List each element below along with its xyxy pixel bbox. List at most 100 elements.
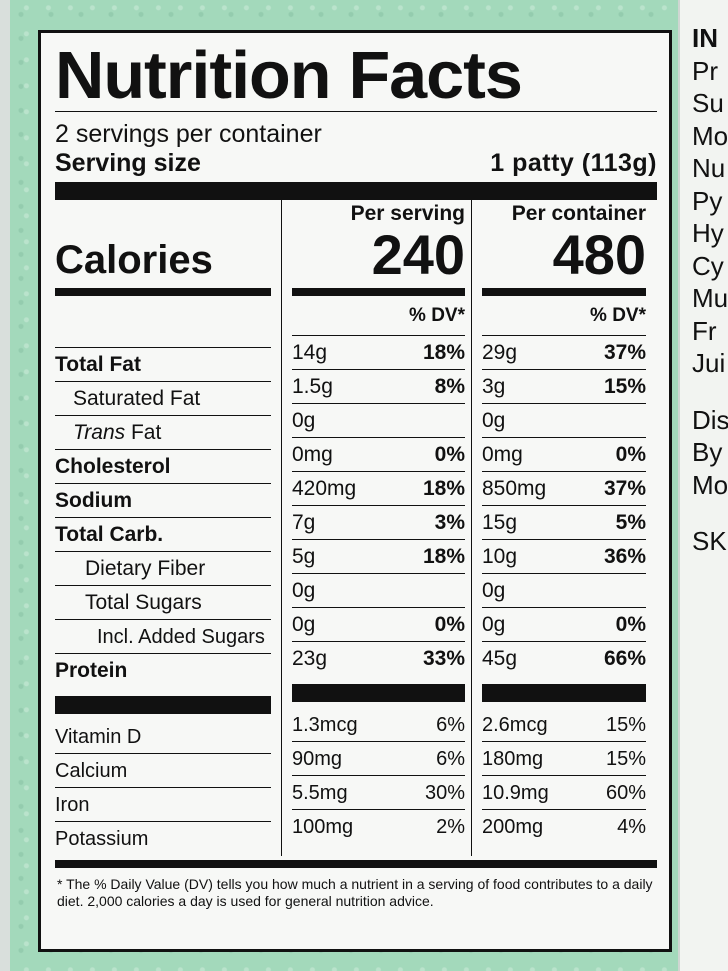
- nutrient-row-name: Saturated Fat: [55, 382, 271, 416]
- amount: 0g: [292, 579, 316, 602]
- nutrient-row-name: Incl. Added Sugars: [55, 620, 271, 654]
- calories-rule: [55, 288, 271, 296]
- ingredients-line: Hy: [692, 218, 724, 248]
- footer-divider: [55, 860, 657, 868]
- package-edge: [0, 0, 10, 971]
- daily-value: 0%: [434, 443, 465, 466]
- nutrient-name-added-sugars: Incl. Added Sugars: [97, 626, 265, 648]
- daily-value: 0%: [434, 613, 465, 636]
- daily-value: 2%: [436, 816, 465, 838]
- vitamin-row-container: 200mg 4%: [482, 810, 646, 844]
- nutrient-row-serving: 5g 18%: [292, 540, 465, 574]
- amount: 0g: [292, 613, 316, 636]
- daily-value: 0%: [615, 613, 646, 636]
- vitamin-row-serving: 1.3mcg 6%: [292, 708, 465, 742]
- nutrient-row-name: Sodium: [55, 484, 271, 518]
- heavy-divider: [55, 182, 657, 200]
- vitamin-separator: [292, 684, 465, 702]
- nutrient-name-total-carb: Total Carb.: [55, 523, 164, 546]
- amount: 5g: [292, 545, 316, 568]
- daily-value: 6%: [436, 748, 465, 770]
- serving-size-row: Serving size 1 patty (113g): [55, 148, 657, 182]
- ingredients-line: Pr: [692, 55, 718, 86]
- daily-value: 36%: [603, 545, 646, 568]
- daily-value: 33%: [422, 647, 465, 670]
- amount: 1.3mcg: [292, 714, 358, 736]
- trans-word: Trans: [73, 421, 126, 444]
- amount: 7g: [292, 511, 316, 534]
- ingredients-line: Jui: [692, 348, 726, 378]
- calories-label: Calories: [55, 238, 213, 282]
- per-serving-column: Per serving 240 % DV* 14g 18% 1.5g 8% 0g 0…: [281, 200, 471, 856]
- amount: 15g: [482, 511, 518, 534]
- calories-per-serving: 240: [371, 223, 465, 286]
- distributor-line: By: [692, 437, 723, 467]
- serving-size-label: Serving size: [55, 149, 201, 177]
- nutrient-row-serving: 0g 0%: [292, 608, 465, 642]
- daily-value: 15%: [605, 714, 646, 736]
- serving-size-value: 1 patty (113g): [490, 149, 657, 177]
- daily-value: 15%: [605, 748, 646, 770]
- ingredients-panel: IN Pr Su Mo Nu Py Hy Cy Mu Fr Jui Dis By…: [678, 0, 728, 971]
- vitamin-row-name: Vitamin D: [55, 720, 271, 754]
- ingredients-line: Su: [692, 88, 724, 118]
- dv-header: % DV*: [482, 296, 646, 336]
- amount: 5.5mg: [292, 782, 348, 804]
- daily-value: 18%: [422, 545, 465, 568]
- ingredients-line: Py: [692, 185, 723, 216]
- nutrient-row-name: Cholesterol: [55, 450, 271, 484]
- amount: 14g: [292, 341, 328, 364]
- sku-line: SK: [692, 526, 727, 556]
- vitamin-name-iron: Iron: [55, 794, 90, 816]
- amount: 3g: [482, 375, 506, 398]
- amount: 0g: [482, 613, 506, 636]
- nutrient-name-protein: Protein: [55, 659, 128, 682]
- nutrient-row-container: 29g 37%: [482, 336, 646, 370]
- nutrient-row-serving: 0g: [292, 574, 465, 608]
- vitamin-row-name: Calcium: [55, 754, 271, 788]
- daily-value: 37%: [603, 477, 646, 500]
- amount: 100mg: [292, 816, 354, 838]
- vitamin-row-container: 10.9mg 60%: [482, 776, 646, 810]
- vitamin-row-serving: 5.5mg 30%: [292, 776, 465, 810]
- amount: 10.9mg: [482, 782, 549, 804]
- vitamin-name-potassium: Potassium: [55, 828, 149, 850]
- amount: 420mg: [292, 477, 357, 500]
- nutrient-name-sodium: Sodium: [55, 489, 132, 512]
- daily-value: 15%: [603, 375, 646, 398]
- amount: 29g: [482, 341, 518, 364]
- daily-value: 66%: [603, 647, 646, 670]
- nutrient-row-container: 45g 66%: [482, 642, 646, 676]
- nutrient-row-container: 0g: [482, 404, 646, 438]
- nutrient-row-serving: 0g: [292, 404, 465, 438]
- amount: 1.5g: [292, 375, 333, 398]
- amount: 0mg: [482, 443, 523, 466]
- nutrient-names-column: Calories Total Fat Saturated Fat Trans F…: [55, 200, 281, 856]
- daily-value: 30%: [424, 782, 465, 804]
- nutrient-row-serving: 420mg 18%: [292, 472, 465, 506]
- per-container-column: Per container 480 % DV* 29g 37% 3g 15% 0g …: [471, 200, 646, 856]
- nutrient-row-container: 0mg 0%: [482, 438, 646, 472]
- per-serving-header: Per serving: [350, 202, 465, 225]
- daily-value: 18%: [422, 477, 465, 500]
- nutrient-row-serving: 7g 3%: [292, 506, 465, 540]
- amount: 200mg: [482, 816, 544, 838]
- dv-header: % DV*: [292, 296, 465, 336]
- vitamin-row-serving: 90mg 6%: [292, 742, 465, 776]
- vitamin-name-d: Vitamin D: [55, 726, 142, 748]
- nutrient-name-saturated-fat: Saturated Fat: [73, 387, 201, 410]
- vitamin-separator: [55, 696, 271, 714]
- daily-value: 6%: [436, 714, 465, 736]
- nutrient-grid: Calories Total Fat Saturated Fat Trans F…: [55, 200, 657, 856]
- daily-value: 37%: [603, 341, 646, 364]
- label-title: Nutrition Facts: [55, 38, 523, 113]
- distributor-line: Dis: [692, 404, 728, 435]
- nutrient-name-dietary-fiber: Dietary Fiber: [85, 557, 206, 580]
- amount: 0g: [482, 579, 506, 602]
- nutrient-row-container: 0g: [482, 574, 646, 608]
- amount: 90mg: [292, 748, 343, 770]
- amount: 45g: [482, 647, 518, 670]
- nutrient-row-container: 3g 15%: [482, 370, 646, 404]
- calories-rule: [292, 288, 465, 296]
- amount: 0mg: [292, 443, 333, 466]
